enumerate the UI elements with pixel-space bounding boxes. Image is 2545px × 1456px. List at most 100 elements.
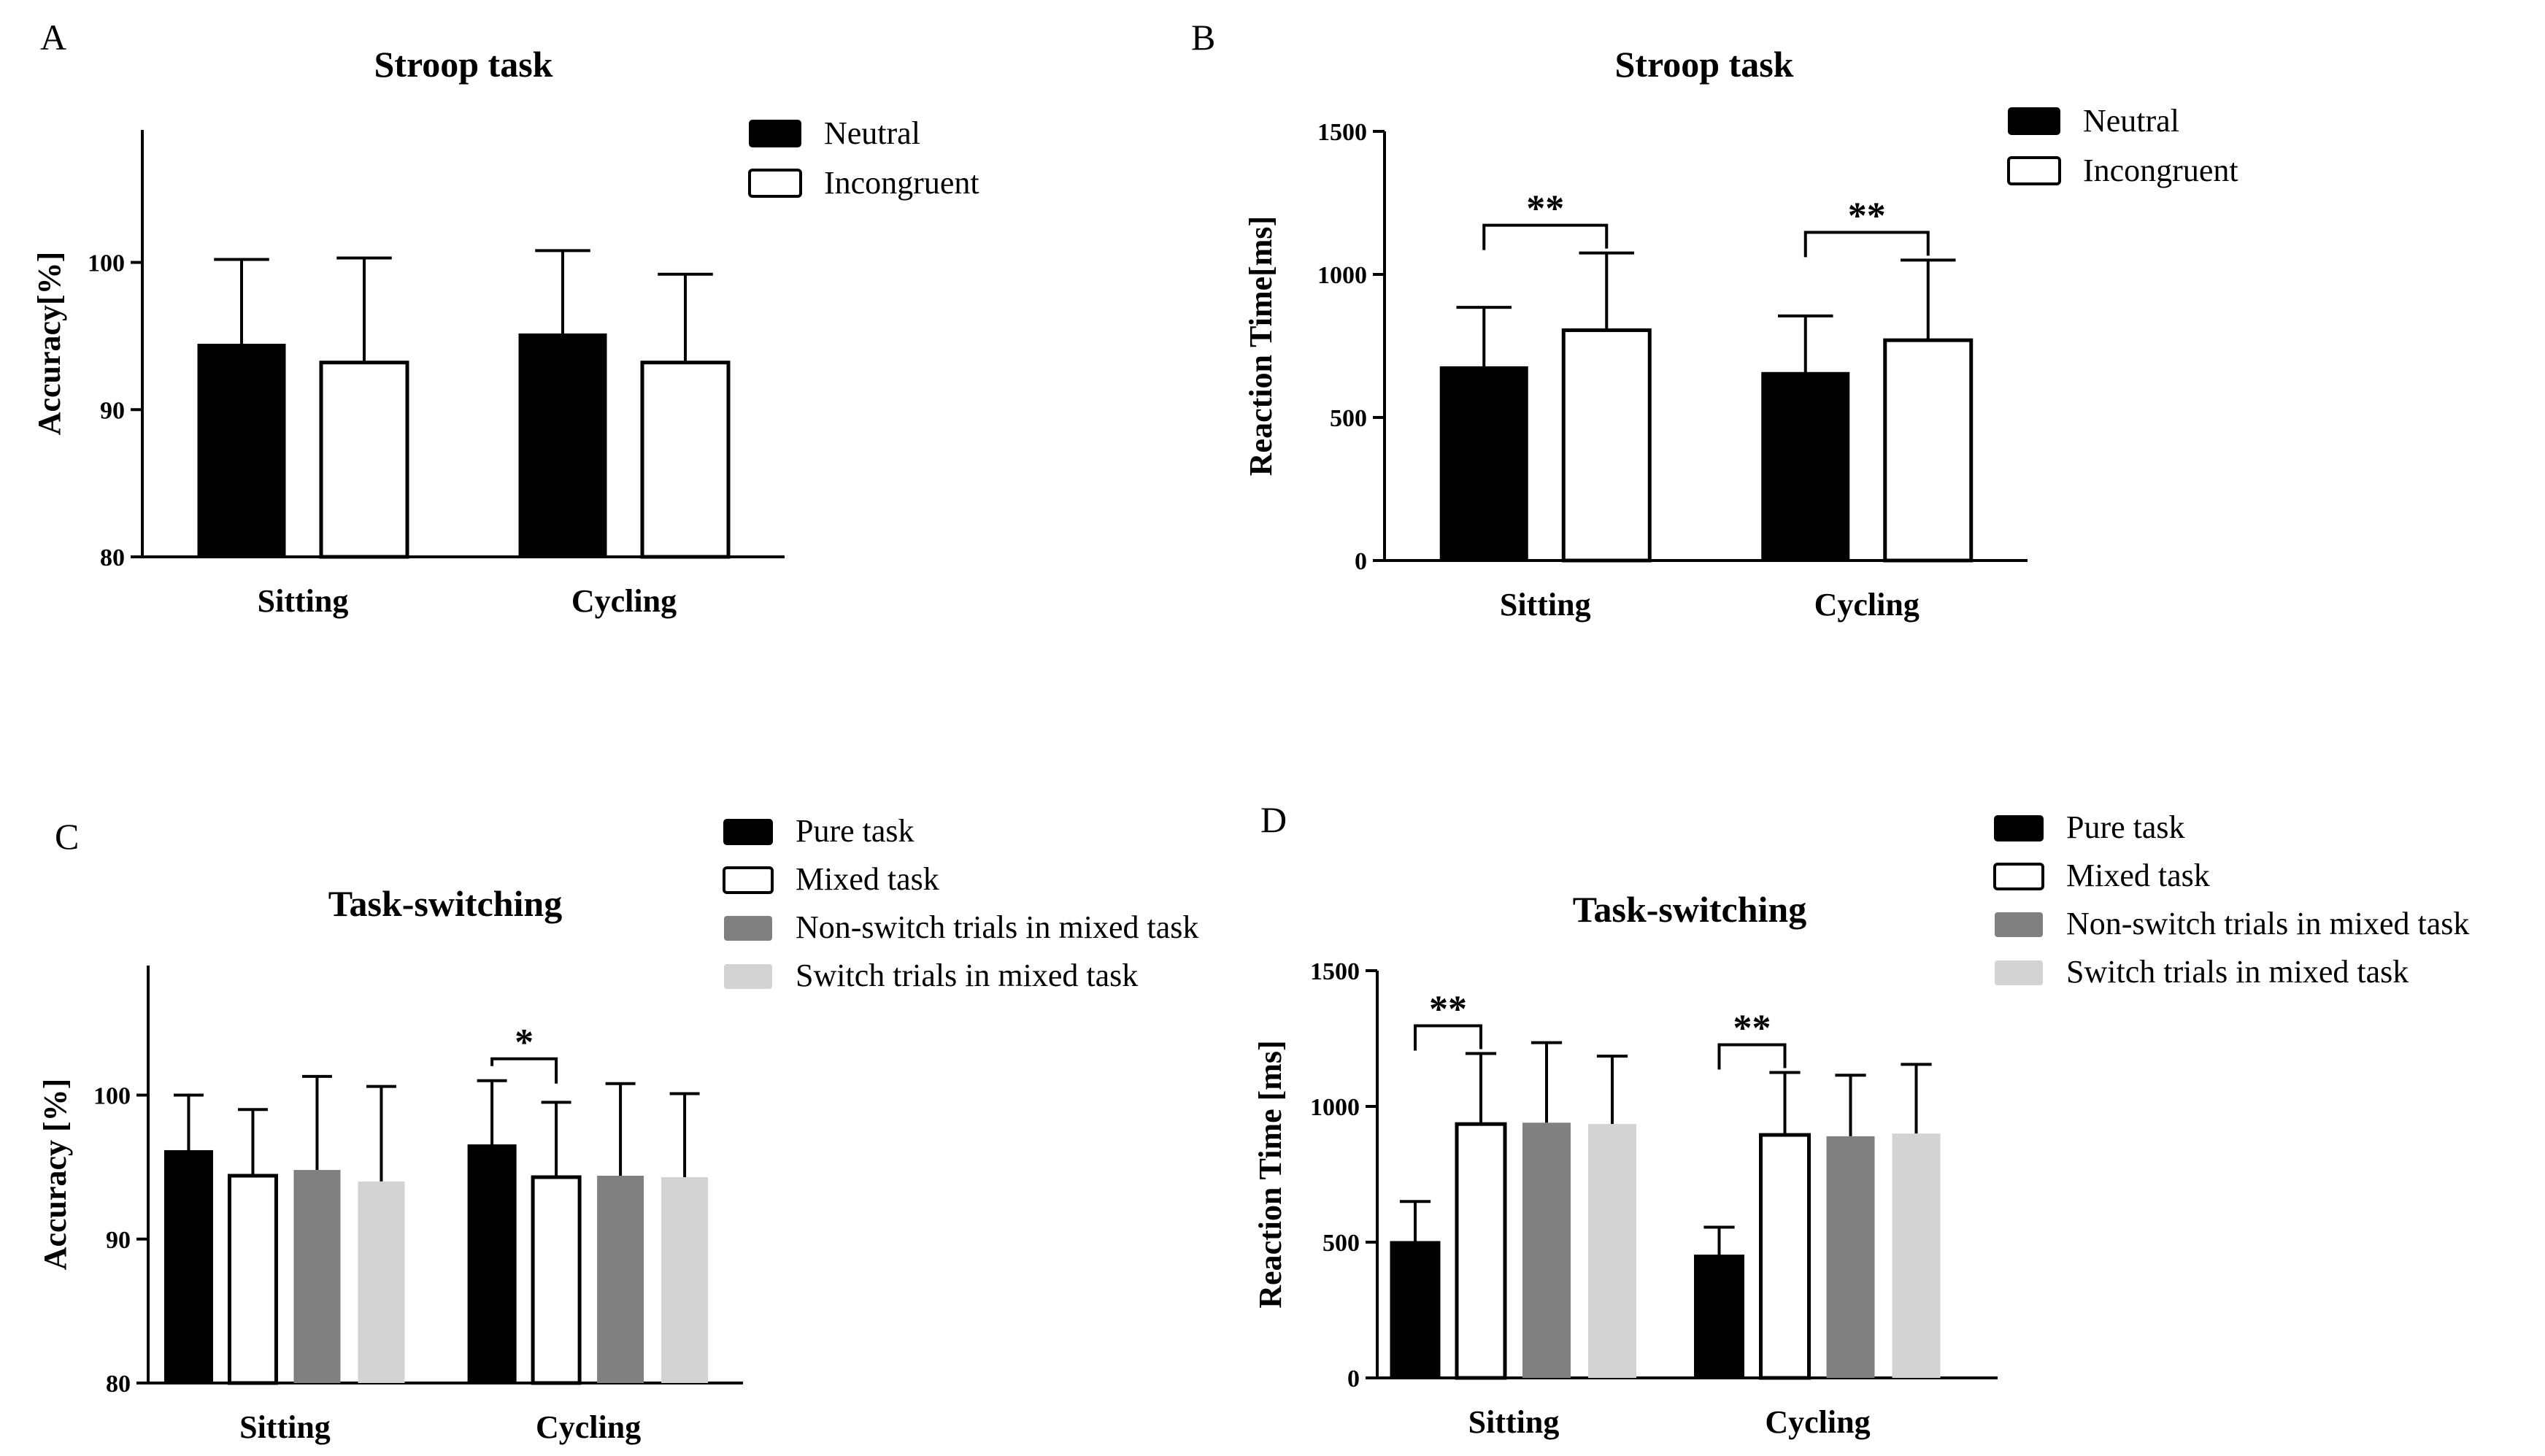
bar-switch-trials-in-mixed-task bbox=[661, 1176, 709, 1383]
chart-title: Stroop task bbox=[374, 44, 553, 85]
bar-non-switch-trials-in-mixed-task bbox=[597, 1175, 644, 1383]
panel-letter: C bbox=[55, 816, 79, 857]
bar-incongruent bbox=[1883, 338, 1974, 563]
panel-letter: D bbox=[1260, 799, 1287, 840]
legend-label: Switch trials in mixed task bbox=[796, 958, 1138, 993]
bar-neutral bbox=[1439, 366, 1528, 562]
legend-swatch bbox=[723, 866, 774, 894]
significance-bracket bbox=[490, 1057, 558, 1084]
legend-label: Pure task bbox=[2066, 809, 2185, 845]
bar-non-switch-trials-in-mixed-task bbox=[293, 1170, 341, 1383]
bar-neutral bbox=[1761, 371, 1850, 562]
bar-incongruent bbox=[1561, 328, 1652, 563]
legend-swatch bbox=[723, 819, 773, 845]
panel-letter: A bbox=[40, 17, 66, 58]
x-category-label: Cycling bbox=[571, 583, 677, 619]
panel-a: A Stroop task 80 90 100 Accuracy[%] Sitting Cyc… bbox=[31, 17, 979, 619]
bar-switch-trials-in-mixed-task bbox=[358, 1181, 405, 1383]
bar-incongruent bbox=[319, 361, 409, 559]
y-tick-label: 100 bbox=[93, 1083, 131, 1110]
legend: Neutral Incongruent bbox=[748, 115, 979, 201]
bar-pure-task bbox=[163, 1149, 213, 1384]
y-axis-label: Reaction Time [ms] bbox=[1252, 1040, 1288, 1308]
legend-label: Switch trials in mixed task bbox=[2066, 954, 2409, 990]
y-axis-label: Accuracy [%] bbox=[37, 1079, 73, 1271]
significance-label: ** bbox=[1733, 1008, 1771, 1049]
legend-swatch bbox=[724, 916, 772, 941]
legend-swatch bbox=[724, 964, 772, 989]
bar-incongruent bbox=[640, 361, 731, 559]
bar-pure-task bbox=[1694, 1255, 1744, 1379]
legend-swatch bbox=[1994, 815, 2044, 841]
panel-b: B Stroop task 0 500 1000 1500 Reaction Time[ms… bbox=[1191, 17, 2238, 623]
y-tick-label: 0 bbox=[1347, 1366, 1360, 1393]
y-tick-label: 1500 bbox=[1310, 958, 1360, 985]
y-tick-label: 90 bbox=[100, 397, 125, 424]
bar-mixed-task bbox=[531, 1175, 582, 1385]
legend-label: Non-switch trials in mixed task bbox=[2066, 906, 2469, 941]
legend-swatch bbox=[748, 169, 802, 198]
legend-label: Mixed task bbox=[796, 861, 939, 897]
y-tick-label: 80 bbox=[100, 544, 125, 571]
y-tick-label: 500 bbox=[1330, 405, 1367, 432]
significance-bracket bbox=[1482, 223, 1609, 250]
significance-bracket bbox=[1803, 231, 1930, 258]
legend-label: Mixed task bbox=[2066, 858, 2210, 893]
legend-swatch bbox=[1993, 863, 2044, 890]
legend-swatch bbox=[2008, 107, 2060, 135]
y-tick-label: 1500 bbox=[1317, 119, 1367, 146]
legend-swatch bbox=[1995, 912, 2043, 937]
panel-c: C Task-switching 80 90 100 Accuracy [%] Sittin… bbox=[37, 813, 1198, 1445]
bar-mixed-task bbox=[1455, 1122, 1507, 1380]
bar-non-switch-trials-in-mixed-task bbox=[1522, 1122, 1571, 1378]
x-category-label: Sitting bbox=[258, 583, 349, 619]
legend-label: Neutral bbox=[2083, 103, 2179, 139]
legend-swatch bbox=[1995, 960, 2043, 985]
y-tick-label: 1000 bbox=[1317, 262, 1367, 289]
y-axis-label: Reaction Time[ms] bbox=[1243, 216, 1279, 476]
x-category-label: Sitting bbox=[1500, 587, 1591, 623]
bar-neutral bbox=[518, 333, 607, 558]
x-category-label: Cycling bbox=[1814, 587, 1920, 623]
legend-swatch bbox=[749, 120, 801, 147]
y-tick-label: 90 bbox=[106, 1227, 131, 1254]
legend-label: Incongruent bbox=[2083, 153, 2238, 188]
bar-mixed-task bbox=[1759, 1133, 1811, 1380]
bar-switch-trials-in-mixed-task bbox=[1588, 1124, 1636, 1378]
significance-bracket bbox=[1717, 1043, 1787, 1070]
legend-label: Neutral bbox=[824, 115, 920, 151]
y-tick-label: 1000 bbox=[1310, 1094, 1360, 1121]
bar-pure-task bbox=[467, 1144, 517, 1384]
legend-label: Non-switch trials in mixed task bbox=[796, 909, 1198, 945]
significance-label: ** bbox=[1848, 195, 1886, 236]
chart-title: Task-switching bbox=[1573, 889, 1806, 930]
legend: Pure task Mixed task Non-switch trials in … bbox=[723, 813, 1198, 993]
y-tick-label: 500 bbox=[1322, 1230, 1360, 1257]
legend: Pure task Mixed task Non-switch trials in … bbox=[1993, 809, 2469, 990]
bar-switch-trials-in-mixed-task bbox=[1892, 1133, 1941, 1378]
y-tick-label: 80 bbox=[106, 1371, 131, 1398]
significance-label: ** bbox=[1526, 188, 1564, 230]
legend-swatch bbox=[2007, 156, 2061, 185]
chart-title: Task-switching bbox=[328, 883, 562, 924]
legend: Neutral Incongruent bbox=[2007, 103, 2238, 188]
y-tick-label: 0 bbox=[1355, 548, 1367, 575]
panel-d: D Task-switching 0 500 1000 1500 Reaction Time… bbox=[1252, 799, 2469, 1440]
significance-bracket bbox=[1414, 1024, 1482, 1051]
bar-non-switch-trials-in-mixed-task bbox=[1826, 1136, 1875, 1378]
x-category-label: Sitting bbox=[1468, 1404, 1560, 1440]
bar-pure-task bbox=[1390, 1241, 1441, 1379]
legend-label: Incongruent bbox=[824, 165, 979, 201]
legend-label: Pure task bbox=[796, 813, 915, 849]
significance-label: * bbox=[515, 1022, 534, 1063]
y-tick-label: 100 bbox=[88, 250, 125, 277]
x-category-label: Cycling bbox=[1765, 1404, 1870, 1440]
bar-neutral bbox=[197, 344, 286, 558]
x-category-label: Cycling bbox=[536, 1409, 641, 1445]
bar-mixed-task bbox=[227, 1174, 278, 1385]
chart-title: Stroop task bbox=[1615, 44, 1794, 85]
y-axis-label: Accuracy[%] bbox=[31, 252, 67, 436]
x-category-label: Sitting bbox=[239, 1409, 331, 1445]
panel-letter: B bbox=[1191, 17, 1215, 58]
significance-label: ** bbox=[1429, 988, 1467, 1030]
